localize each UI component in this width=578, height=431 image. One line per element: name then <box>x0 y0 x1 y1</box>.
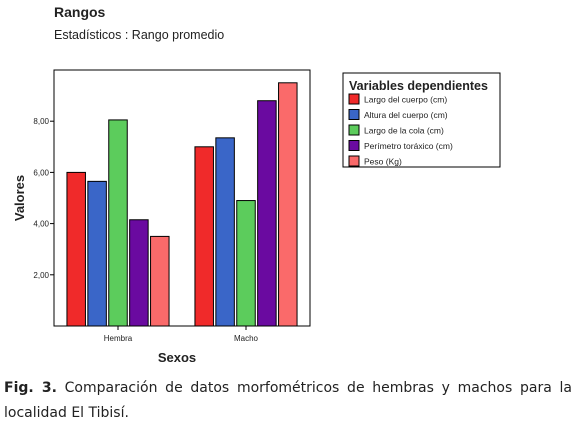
legend-title: Variables dependientes <box>349 79 488 93</box>
y-axis-label: Valores <box>12 175 27 221</box>
bar <box>257 100 277 327</box>
y-tick-label: 4,00 <box>33 220 49 229</box>
bar <box>66 171 86 327</box>
legend-item-label: Largo del cuerpo (cm) <box>364 95 447 105</box>
chart: Rangos Estadísticos : Rango promedio 2,0… <box>12 4 501 365</box>
caption-label: Fig. 3. <box>4 380 57 396</box>
bar <box>278 82 298 327</box>
y-tick-label: 6,00 <box>33 168 49 177</box>
caption-text: Comparación de datos morfométricos de he… <box>4 380 573 421</box>
bar <box>108 119 128 327</box>
chart-title: Rangos <box>54 4 106 20</box>
chart-subtitle: Estadísticos : Rango promedio <box>54 28 224 42</box>
bar <box>215 137 235 327</box>
bar <box>150 235 170 327</box>
y-tick-label: 2,00 <box>33 271 49 280</box>
legend-item-label: Largo de la cola (cm) <box>364 126 444 136</box>
legend: Variables dependientes Largo del cuerpo … <box>342 72 501 168</box>
figure-caption: Fig. 3. Comparación de datos morfométric… <box>4 376 572 426</box>
legend-swatch <box>348 140 360 151</box>
bar <box>236 200 256 327</box>
x-tick-label: Macho <box>234 334 259 343</box>
x-tick-label: Hembra <box>104 334 133 343</box>
legend-item-label: Peso (Kg) <box>364 157 402 167</box>
legend-swatch <box>348 124 360 136</box>
legend-box <box>342 72 501 168</box>
legend-swatch <box>348 93 360 105</box>
y-tick-label: 8,00 <box>33 117 49 126</box>
bar <box>87 180 107 327</box>
legend-items: Largo del cuerpo (cm) Altura del cuerpo (… <box>348 93 453 167</box>
bar <box>129 219 149 327</box>
y-axis-ticks: 2,00 4,00 6,00 8,00 <box>33 117 54 280</box>
x-axis-ticks: Hembra Macho <box>104 326 259 343</box>
legend-swatch <box>348 155 360 167</box>
legend-item-label: Perímetro toráxico (cm) <box>364 141 453 151</box>
bar <box>194 146 214 327</box>
x-axis-label: Sexos <box>158 350 196 365</box>
legend-swatch <box>348 109 360 120</box>
legend-item-label: Altura del cuerpo (cm) <box>364 110 448 120</box>
bars-layer <box>66 82 298 327</box>
